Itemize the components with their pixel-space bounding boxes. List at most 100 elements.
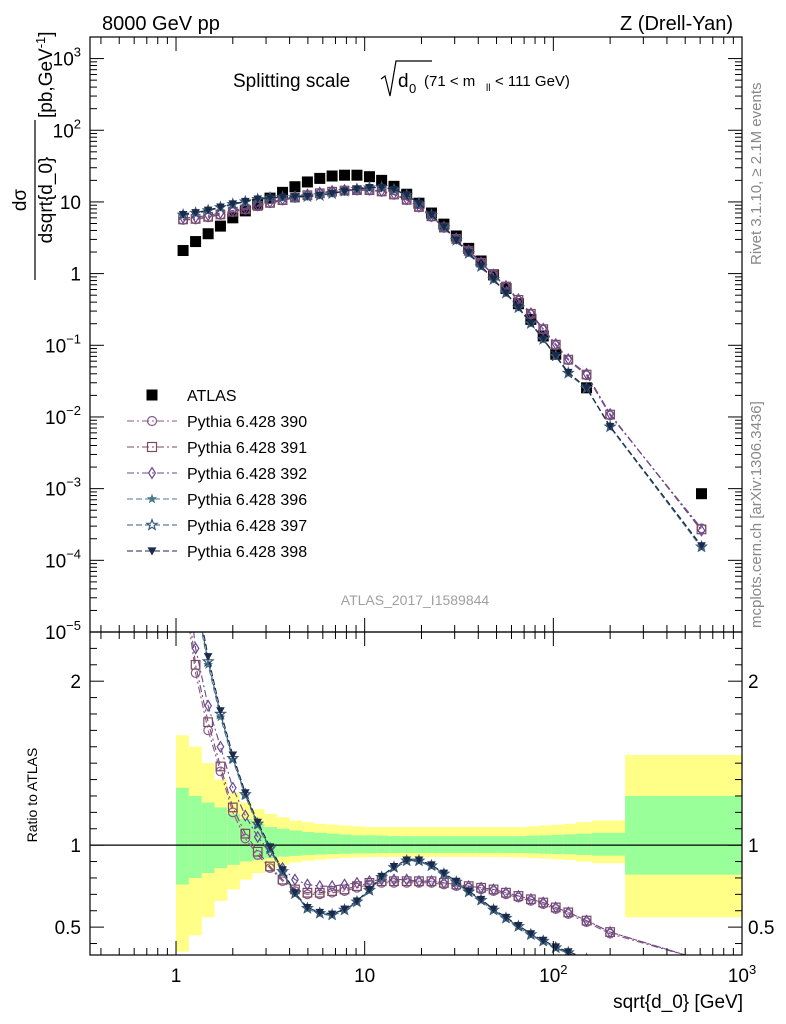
legend-label: Pythia 6.428 397 bbox=[187, 518, 307, 535]
ratio-point-p398 bbox=[501, 913, 511, 922]
ratio-point-p398 bbox=[452, 877, 461, 886]
y-tick-label: 1 bbox=[70, 265, 81, 286]
ratio-point-p396 bbox=[586, 954, 587, 955]
ratio-point-p391 bbox=[302, 887, 313, 898]
main-point-p398 bbox=[253, 195, 263, 204]
main-line-p398 bbox=[183, 186, 702, 547]
ratio-point-p392 bbox=[489, 883, 498, 896]
band-inner bbox=[376, 835, 390, 854]
ratio-point-p398 bbox=[203, 653, 213, 661]
title-symbol-sub: 0 bbox=[409, 81, 416, 96]
band-inner bbox=[591, 832, 626, 856]
ratio-point-p398 bbox=[563, 948, 573, 955]
main-point-data bbox=[289, 181, 301, 193]
ratio-point-p398 bbox=[439, 869, 449, 878]
ratio-point-p398 bbox=[538, 936, 548, 945]
band-inner bbox=[526, 835, 539, 854]
main-point-p398 bbox=[605, 422, 615, 431]
legend-label: ATLAS bbox=[187, 388, 237, 405]
main-point-p398 bbox=[402, 191, 411, 200]
main-series-p398 bbox=[178, 183, 706, 550]
main-point-p398 bbox=[365, 184, 374, 192]
ratio-point-p398 bbox=[476, 895, 486, 904]
band-inner bbox=[538, 835, 552, 854]
band-inner bbox=[201, 802, 215, 874]
analysis-id: ATLAS_2017_I1589844 bbox=[341, 592, 490, 608]
band-inner bbox=[277, 828, 290, 857]
ratio-point-p392 bbox=[402, 873, 411, 886]
main-frame bbox=[89, 36, 743, 633]
xlabel: sqrt{d_0} [GeV] bbox=[613, 992, 743, 1013]
x-tick-label: 103 bbox=[728, 962, 756, 987]
ratio-point-p398 bbox=[606, 963, 615, 971]
main-point-p398 bbox=[452, 236, 461, 245]
ratio-point-p391 bbox=[179, 562, 188, 571]
legend-marker bbox=[146, 493, 158, 504]
ratio-point-p398 bbox=[402, 856, 411, 865]
band-inner bbox=[339, 834, 352, 854]
band-inner bbox=[351, 835, 365, 854]
ratio-point-p391 bbox=[327, 886, 338, 896]
ratio-point-p390 bbox=[215, 766, 226, 777]
main-point-p398 bbox=[414, 199, 424, 208]
header-right: Z (Drell-Yan) bbox=[620, 13, 733, 35]
ratio-point-p392 bbox=[340, 878, 349, 891]
ratio-point-p392 bbox=[328, 879, 337, 893]
ratio-point-p392 bbox=[204, 699, 213, 713]
main-point-p398 bbox=[303, 192, 312, 201]
band-inner bbox=[176, 787, 189, 885]
ratio-point-p398 bbox=[191, 588, 200, 596]
rivet-label: Rivet 3.1.10, ≥ 2.1M events bbox=[748, 83, 765, 266]
ratio-point-p398 bbox=[290, 889, 300, 897]
ratio-point-p390 bbox=[697, 956, 706, 965]
title-range-a: (71 < m bbox=[424, 73, 475, 90]
band-inner bbox=[576, 833, 592, 855]
main-point-p398 bbox=[551, 352, 561, 360]
band-inner bbox=[326, 833, 340, 855]
main-point-data bbox=[252, 198, 264, 210]
ratio-y-ticks: 2 2 1 1 0.5 0.5 bbox=[55, 631, 774, 945]
main-point-p398 bbox=[563, 368, 573, 377]
main-point-p398 bbox=[476, 262, 486, 271]
main-point-p392 bbox=[697, 524, 706, 537]
ratio-point-p391 bbox=[697, 956, 706, 965]
ratio-series-p398 bbox=[191, 588, 615, 971]
ratio-point-p398 bbox=[278, 866, 287, 875]
y-tick-label: 10 bbox=[60, 193, 81, 214]
ratio-point-p398 bbox=[414, 856, 424, 865]
ratio-point-p390 bbox=[227, 807, 238, 818]
main-point-p398 bbox=[489, 275, 498, 284]
ratio-point-p392 bbox=[390, 873, 398, 886]
ratio-point-p391 bbox=[252, 846, 263, 857]
ratio-frame bbox=[89, 631, 743, 956]
ratio-point-p391 bbox=[190, 659, 201, 670]
legend-marker bbox=[145, 517, 159, 531]
ratio-point-p392 bbox=[606, 925, 615, 939]
ratio-line-p398 bbox=[202, 632, 580, 955]
band-inner bbox=[476, 836, 489, 853]
band-inner bbox=[314, 832, 327, 855]
ratio-point-p392 bbox=[551, 901, 560, 914]
title-symbol: d bbox=[398, 71, 409, 92]
main-point-p398 bbox=[278, 193, 287, 202]
band-inner bbox=[414, 836, 427, 853]
ratio-tick-label-right: 1 bbox=[748, 836, 759, 857]
main-ylabel: dσ dsqrt{d_0} [pb,GeV-1] bbox=[10, 31, 57, 280]
ratio-point-p398 bbox=[514, 922, 523, 930]
main-series-p392 bbox=[179, 183, 706, 537]
main-point-data bbox=[326, 170, 338, 182]
ylabel-unit-sup: -1 bbox=[33, 37, 48, 49]
legend-label: Pythia 6.428 392 bbox=[187, 466, 307, 483]
x-tick-label: 1 bbox=[171, 966, 182, 987]
main-point-p398 bbox=[464, 249, 474, 258]
ratio-point-p392 bbox=[291, 873, 299, 886]
legend-entry-p391: Pythia 6.428 391 bbox=[127, 440, 307, 457]
band-inner bbox=[451, 836, 464, 853]
main-point-p392 bbox=[241, 201, 250, 215]
ratio-point-p390 bbox=[179, 579, 188, 588]
main-point-p392 bbox=[228, 204, 237, 217]
ratio-point-p392 bbox=[427, 874, 436, 888]
y-tick-label: 10−2 bbox=[45, 403, 81, 429]
